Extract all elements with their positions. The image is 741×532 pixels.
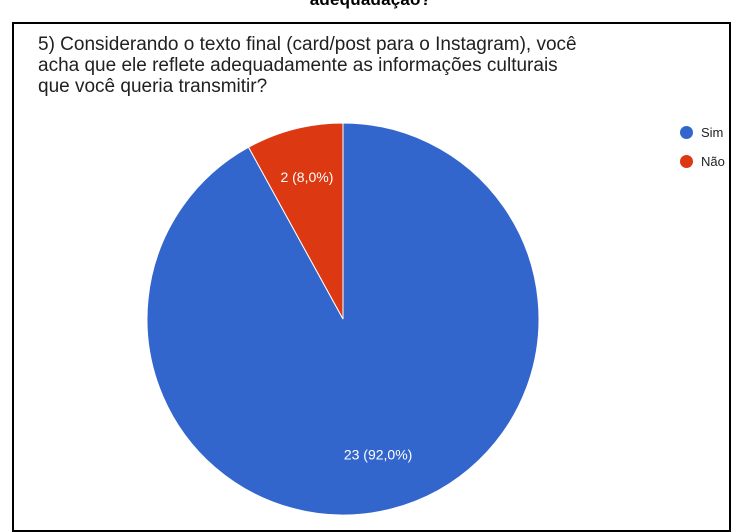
legend-item-nao[interactable]: Não: [680, 153, 725, 170]
chart-title-line-1: 5) Considerando o texto final (card/post…: [38, 34, 577, 55]
legend-swatch-nao: [680, 155, 693, 168]
legend-label-nao: Não: [701, 154, 725, 169]
slice-label-nao: 2 (8,0%): [280, 169, 333, 185]
chart-legend: Sim Não: [680, 124, 725, 182]
clipped-heading: adequadação?: [0, 0, 741, 10]
slice-label-sim: 23 (92,0%): [344, 446, 412, 462]
chart-title: 5) Considerando o texto final (card/post…: [38, 34, 718, 97]
legend-swatch-sim: [680, 126, 693, 139]
legend-label-sim: Sim: [701, 125, 724, 140]
pie-slice-nao[interactable]: [247, 122, 344, 320]
legend-item-sim[interactable]: Sim: [680, 124, 725, 141]
pie-chart: 23 (92,0%) 2 (8,0%): [146, 122, 540, 516]
chart-title-line-3: que você queria transmitir?: [38, 76, 268, 97]
chart-title-line-2: acha que ele reflete adequadamente as in…: [38, 55, 558, 76]
